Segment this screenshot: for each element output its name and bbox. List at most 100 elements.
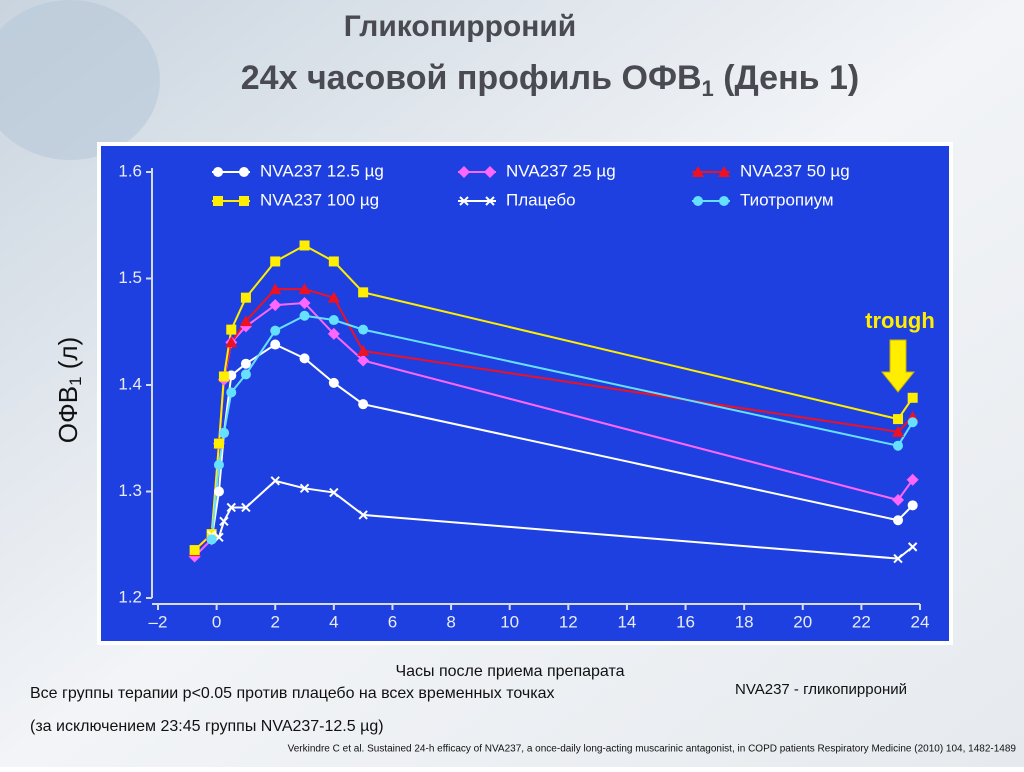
marker bbox=[328, 256, 339, 267]
marker bbox=[239, 315, 252, 327]
ylabel-part: ОФВ bbox=[53, 386, 83, 443]
legend-label: Тиотропиум bbox=[740, 190, 834, 209]
marker bbox=[907, 542, 918, 552]
marker bbox=[270, 256, 281, 267]
marker bbox=[239, 196, 249, 206]
marker bbox=[328, 377, 339, 388]
x-tick-label: 20 bbox=[793, 612, 812, 631]
x-tick-label: 2 bbox=[270, 612, 279, 631]
marker bbox=[893, 440, 904, 451]
marker bbox=[299, 353, 310, 364]
marker bbox=[270, 476, 280, 486]
y-tick-label: 1.6 bbox=[118, 161, 142, 180]
marker bbox=[893, 414, 904, 425]
legend-label: NVA237 25 µg bbox=[506, 161, 616, 180]
legend-marker bbox=[213, 196, 249, 206]
marker bbox=[358, 324, 369, 335]
marker bbox=[299, 483, 310, 494]
marker bbox=[327, 291, 340, 303]
marker bbox=[719, 196, 729, 206]
marker bbox=[892, 425, 905, 437]
marker bbox=[893, 553, 903, 564]
y-tick-label: 1.3 bbox=[118, 481, 142, 500]
marker bbox=[189, 545, 200, 556]
marker bbox=[213, 459, 224, 470]
marker bbox=[892, 494, 905, 507]
ylabel-part: (л) bbox=[53, 337, 83, 377]
legend-marker bbox=[458, 166, 496, 178]
subtitle-part: 24х часовой профиль ОФВ bbox=[241, 59, 702, 97]
marker bbox=[240, 369, 251, 380]
definition: NVA237 - гликопирроний bbox=[735, 681, 907, 698]
marker bbox=[299, 240, 310, 251]
legend-label: Плацебо bbox=[506, 190, 576, 209]
slide-subtitle: 24х часовой профиль ОФВ1 (День 1) bbox=[241, 59, 859, 101]
y-axis-label: ОФВ1 (л) bbox=[53, 337, 86, 444]
reference: Verkindre C et al. Sustained 24-h effica… bbox=[288, 744, 1017, 755]
y-tick-label: 1.2 bbox=[118, 587, 142, 606]
marker bbox=[693, 196, 703, 206]
marker bbox=[270, 325, 281, 336]
x-tick-label: 0 bbox=[212, 612, 221, 631]
chart-panel bbox=[101, 146, 949, 641]
x-tick-label: 22 bbox=[852, 612, 871, 631]
marker bbox=[718, 166, 730, 177]
legend-marker bbox=[692, 166, 730, 177]
marker bbox=[213, 438, 224, 449]
x-tick-label: 14 bbox=[617, 612, 636, 631]
marker bbox=[226, 502, 236, 513]
x-tick-label: 18 bbox=[735, 612, 754, 631]
marker bbox=[458, 166, 470, 178]
marker bbox=[358, 287, 369, 298]
series-line bbox=[193, 244, 914, 551]
marker bbox=[358, 399, 369, 410]
y-tick-label: 1.4 bbox=[118, 374, 142, 393]
marker bbox=[329, 487, 339, 498]
marker bbox=[239, 167, 249, 177]
marker bbox=[213, 167, 223, 177]
x-tick-label: –2 bbox=[149, 612, 168, 631]
marker bbox=[893, 515, 904, 526]
marker bbox=[907, 392, 918, 403]
marker bbox=[298, 296, 311, 309]
marker bbox=[240, 292, 251, 303]
x-tick-label: 16 bbox=[676, 612, 695, 631]
x-tick-label: 4 bbox=[329, 612, 338, 631]
marker bbox=[485, 196, 495, 206]
note-line: Все группы терапии p<0.05 против плацебо… bbox=[30, 685, 555, 702]
x-tick-label: 6 bbox=[388, 612, 397, 631]
marker bbox=[213, 486, 224, 497]
marker bbox=[225, 336, 238, 348]
marker bbox=[219, 516, 229, 527]
marker bbox=[357, 354, 370, 367]
x-axis-label: Часы после приема препарата bbox=[395, 663, 624, 680]
ylabel-subscript: 1 bbox=[66, 376, 85, 385]
photo-decoration bbox=[0, 0, 160, 160]
marker bbox=[218, 427, 229, 438]
marker bbox=[328, 315, 339, 326]
x-tick-label: 12 bbox=[559, 612, 578, 631]
marker bbox=[269, 299, 282, 312]
legend-label: NVA237 50 µg bbox=[740, 161, 850, 180]
marker bbox=[358, 510, 368, 520]
marker bbox=[459, 196, 469, 206]
marker bbox=[226, 387, 237, 398]
trough-arrow bbox=[880, 339, 916, 393]
marker bbox=[692, 166, 704, 177]
legend-marker bbox=[459, 196, 495, 206]
subtitle-subscript: 1 bbox=[702, 76, 714, 101]
marker bbox=[240, 358, 251, 369]
marker bbox=[206, 534, 217, 545]
x-tick-label: 8 bbox=[446, 612, 455, 631]
y-tick-label: 1.5 bbox=[118, 268, 142, 287]
x-tick-label: 24 bbox=[911, 612, 930, 631]
legend-label: NVA237 100 µg bbox=[260, 190, 379, 209]
note-line: (за исключением 23:45 группы NVA237-12.5… bbox=[30, 718, 384, 735]
subtitle-part: (День 1) bbox=[714, 59, 859, 97]
marker bbox=[484, 166, 496, 178]
marker bbox=[357, 344, 370, 356]
marker bbox=[226, 324, 237, 335]
marker bbox=[907, 417, 918, 428]
